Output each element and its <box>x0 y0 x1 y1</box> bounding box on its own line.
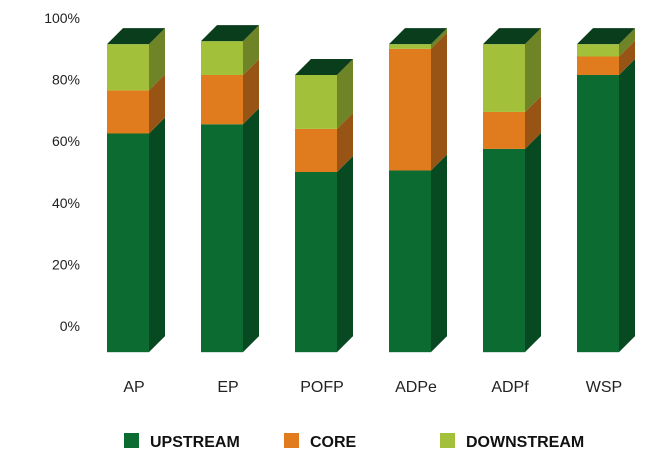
bar-side <box>525 95 541 149</box>
bar-side <box>431 154 447 353</box>
bar-segment-upstream <box>107 117 165 353</box>
bar-front <box>389 48 431 171</box>
bar-front <box>483 44 525 112</box>
bar-segment-core <box>577 40 635 75</box>
bar-top <box>295 58 353 75</box>
legend-label: CORE <box>310 434 357 450</box>
bar-side <box>243 108 259 353</box>
bar-segment-downstream <box>201 25 259 75</box>
bar-segment-downstream <box>389 28 447 49</box>
bar-segment-downstream <box>577 28 635 57</box>
bar-side <box>337 112 353 172</box>
bar-front <box>389 44 431 49</box>
bars <box>107 25 635 353</box>
bar-stack-adpe <box>389 28 447 353</box>
bar-segment-downstream <box>107 28 165 91</box>
bar-segment-upstream <box>389 154 447 353</box>
legend-item-core: CORE <box>284 433 357 450</box>
bar-side <box>431 32 447 171</box>
bar-front <box>295 128 337 172</box>
bar-front <box>577 56 619 75</box>
y-tick-label: 40% <box>52 195 80 211</box>
legend-label: DOWNSTREAM <box>466 434 584 450</box>
x-axis-labels: AP EP POFP ADPe ADPf WSP <box>123 379 622 396</box>
bar-front <box>201 41 243 75</box>
bar-side <box>337 156 353 353</box>
bar-segment-core <box>389 32 447 171</box>
bar-top <box>389 28 447 45</box>
bar-front <box>201 74 243 125</box>
bar-front <box>389 170 431 353</box>
bar-side <box>243 58 259 125</box>
x-tick-label: ADPe <box>395 379 437 396</box>
bar-front <box>577 44 619 57</box>
y-axis-ticks: 0% 20% 40% 60% 80% 100% <box>44 10 80 334</box>
bar-stack-wsp <box>577 28 635 353</box>
bar-front <box>483 148 525 353</box>
bar-side <box>525 28 541 112</box>
bar-segment-upstream <box>201 108 259 353</box>
legend-swatch <box>124 433 139 448</box>
bar-segment-upstream <box>483 132 541 353</box>
y-tick-label: 0% <box>60 318 80 334</box>
bar-side <box>149 28 165 91</box>
bar-top <box>577 28 635 45</box>
y-tick-label: 100% <box>44 10 80 26</box>
bar-segment-downstream <box>483 28 541 112</box>
bar-side <box>619 40 635 75</box>
bar-side <box>243 25 259 75</box>
bar-top <box>483 28 541 45</box>
legend-label: UPSTREAM <box>150 434 240 450</box>
legend-item-upstream: UPSTREAM <box>124 433 240 450</box>
y-tick-label: 60% <box>52 133 80 149</box>
x-tick-label: EP <box>217 379 238 396</box>
bar-front <box>295 172 337 353</box>
bar-side <box>619 58 635 353</box>
legend: UPSTREAM CORE DOWNSTREAM <box>124 433 584 450</box>
bar-front <box>107 133 149 353</box>
legend-swatch <box>440 433 455 448</box>
bar-top <box>107 28 165 45</box>
x-tick-label: AP <box>123 379 144 396</box>
bar-front <box>107 90 149 134</box>
legend-swatch <box>284 433 299 448</box>
bar-segment-core <box>201 58 259 125</box>
x-tick-label: ADPf <box>491 379 529 396</box>
bar-side <box>619 28 635 57</box>
bar-side <box>337 58 353 129</box>
bar-front <box>295 74 337 129</box>
y-tick-label: 80% <box>52 72 80 88</box>
bar-side <box>149 117 165 353</box>
bar-front <box>483 111 525 149</box>
bar-segment-core <box>107 74 165 134</box>
bar-stack-ep <box>201 25 259 353</box>
bar-stack-pofp <box>295 58 353 353</box>
legend-item-downstream: DOWNSTREAM <box>440 433 584 450</box>
bar-segment-upstream <box>577 58 635 353</box>
bar-stack-adpf <box>483 28 541 353</box>
bar-segment-core <box>295 112 353 172</box>
bar-segment-upstream <box>295 156 353 353</box>
bar-side <box>525 132 541 353</box>
bar-front <box>107 44 149 91</box>
bar-side <box>149 74 165 134</box>
bar-stack-ap <box>107 28 165 353</box>
bar-top <box>201 25 259 42</box>
bar-side <box>431 28 447 49</box>
y-tick-label: 20% <box>52 256 80 272</box>
bar-segment-downstream <box>295 58 353 129</box>
bar-segment-core <box>483 95 541 149</box>
x-tick-label: WSP <box>586 379 622 396</box>
bar-front <box>577 74 619 353</box>
x-tick-label: POFP <box>300 379 344 396</box>
bar-front <box>201 124 243 353</box>
